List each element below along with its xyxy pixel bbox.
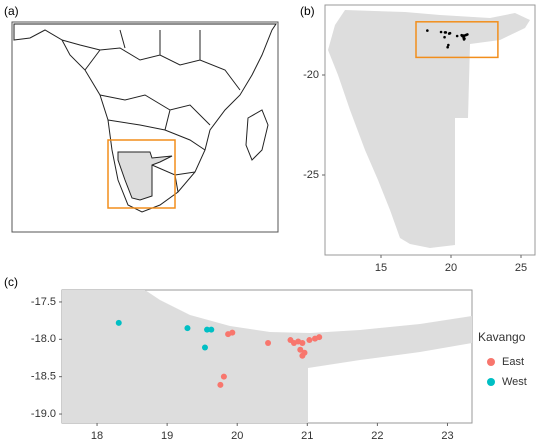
point (204, 326, 211, 333)
point (299, 352, 306, 359)
overview-point (466, 33, 469, 36)
legend-swatch (487, 378, 495, 386)
point (201, 344, 208, 351)
x-tick-label: 23 (441, 430, 453, 440)
point (297, 346, 304, 353)
point (225, 331, 232, 338)
overview-point (444, 31, 448, 34)
point (265, 340, 272, 347)
x-tick-label: 25 (515, 262, 527, 274)
legend-swatch (487, 358, 495, 366)
overview-point (426, 29, 429, 32)
x-tick-label: 19 (161, 430, 173, 440)
overview-point (462, 38, 466, 41)
overview-point (447, 43, 450, 47)
x-tick-label: 18 (91, 430, 103, 440)
overview-point (455, 34, 459, 38)
caprivi-region (62, 290, 472, 423)
y-tick-label: -20 (303, 69, 319, 81)
panel-c (61, 289, 473, 424)
africa-outline (13, 23, 277, 213)
legend-label: West (502, 376, 527, 388)
point (208, 326, 215, 333)
point (306, 337, 313, 344)
point (217, 381, 224, 388)
inset-box (415, 21, 499, 59)
panel-a (11, 21, 279, 233)
overview-point (443, 35, 446, 39)
x-tick-label: 21 (301, 430, 313, 440)
namibia (328, 10, 530, 248)
y-tick-label: -17.5 (31, 296, 56, 308)
panel-b (324, 4, 536, 256)
point (316, 334, 323, 341)
x-tick-label: 22 (371, 430, 383, 440)
namibia (117, 151, 173, 201)
legend-label: East (502, 356, 524, 368)
point (184, 325, 191, 332)
inset-box (107, 139, 176, 209)
x-tick-label: 15 (375, 262, 387, 274)
point (115, 319, 122, 326)
panel-label: (a) (4, 4, 19, 18)
point (220, 373, 227, 380)
y-tick-label: -18.0 (31, 333, 56, 345)
panel-label: (c) (4, 275, 18, 289)
legend-title: Kavango (478, 330, 526, 344)
overview-point (447, 32, 451, 35)
x-tick-label: 20 (231, 430, 243, 440)
x-tick-label: 20 (445, 262, 457, 274)
y-tick-label: -19.0 (31, 408, 56, 420)
y-tick-label: -25 (303, 169, 319, 181)
panel-label: (b) (300, 4, 315, 18)
overview-point (446, 45, 449, 49)
overview-point (439, 30, 443, 34)
y-tick-label: -18.5 (31, 371, 56, 383)
point (299, 340, 306, 347)
madagascar (245, 109, 269, 161)
